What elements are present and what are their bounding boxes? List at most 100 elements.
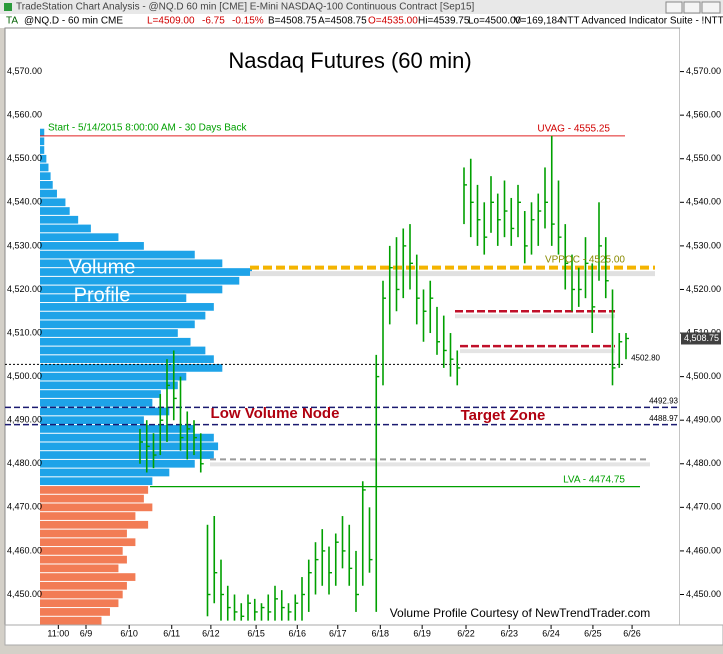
profile-bar (40, 538, 136, 547)
profile-bar (40, 250, 195, 259)
x-tick-label: 6/16 (289, 628, 307, 638)
profile-bar (40, 451, 214, 459)
level-label: UVAG - 4555.25 (537, 123, 610, 134)
x-tick-label: 11:00 (47, 628, 69, 638)
window-title: TradeStation Chart Analysis - @NQ.D 60 m… (16, 2, 475, 13)
y-tick-label: 4,460.00 (686, 545, 721, 555)
profile-bar (40, 581, 127, 590)
profile-bar (40, 137, 45, 146)
close-button[interactable] (701, 1, 721, 14)
profile-bar (40, 616, 102, 625)
profile-bar (40, 311, 206, 320)
level-label: 4488.97 (649, 414, 678, 423)
profile-bar (40, 303, 214, 311)
profile-bar (40, 172, 51, 181)
app-icon (4, 3, 12, 11)
profile-bar (40, 320, 195, 329)
y-tick-label: 4,530.00 (686, 240, 721, 250)
profile-bar (40, 468, 170, 477)
profile-bar (40, 364, 223, 372)
profile-bar (40, 573, 136, 581)
profile-bar (40, 329, 178, 337)
annotation: Start - 5/14/2015 8:00:00 AM - 30 Days B… (48, 123, 247, 134)
maximize-button[interactable] (683, 1, 701, 14)
y-tick-label-left: 4,490.00 (7, 415, 42, 425)
x-tick-label: 6/25 (584, 628, 602, 638)
profile-bar (40, 520, 149, 529)
profile-bar (40, 486, 149, 494)
level-label: VPPOC - 4525.00 (545, 254, 625, 265)
y-tick-label-left: 4,470.00 (7, 502, 42, 512)
level-label: 4502.80 (631, 354, 660, 363)
x-tick-label: 6/12 (202, 628, 220, 638)
profile-bar (40, 355, 214, 364)
title-bar (0, 0, 723, 14)
overlay-layer: 4,450.00 4,450.00 4,460.00 4,460.00 4,470.00… (7, 48, 721, 639)
profile-bar (40, 154, 47, 163)
profile-bar (40, 398, 153, 407)
profile-bar (40, 608, 110, 616)
info-item: Lo=4500.00 (468, 16, 522, 27)
profile-bar (40, 425, 195, 433)
info-item: B=4508.75 (268, 16, 317, 27)
profile-label: Profile (74, 284, 131, 306)
profile-bar (40, 555, 127, 564)
profile-bar (40, 128, 45, 137)
profile-bar (40, 242, 144, 250)
x-tick-label: 6/24 (542, 628, 560, 638)
profile-bar (40, 433, 214, 442)
profile-bar (40, 207, 70, 215)
info-item: -0.15% (232, 16, 264, 27)
y-tick-label: 4,570.00 (686, 66, 721, 76)
window-controls[interactable] (665, 1, 721, 14)
y-tick-label-left: 4,480.00 (7, 458, 42, 468)
y-tick-label: 4,540.00 (686, 197, 721, 207)
right-axis-area (680, 28, 723, 625)
profile-bar (40, 233, 119, 242)
profile-bar (40, 547, 123, 555)
y-tick-label: 4,560.00 (686, 110, 721, 120)
info-item: Hi=4539.75 (418, 16, 470, 27)
y-tick-label-left: 4,500.00 (7, 371, 42, 381)
x-tick-label: 6/22 (457, 628, 475, 638)
profile-bar (40, 198, 66, 207)
plot-layer (5, 128, 680, 625)
y-tick-label-left: 4,460.00 (7, 545, 42, 555)
profile-bar (40, 181, 53, 189)
x-axis-area (4, 624, 723, 646)
profile-bar (40, 477, 153, 486)
info-item: TA (6, 16, 18, 27)
y-tick-label-left: 4,530.00 (7, 240, 42, 250)
info-item: A=4508.75 (318, 16, 367, 27)
y-tick-label: 4,500.00 (686, 371, 721, 381)
minimize-button[interactable] (665, 1, 683, 14)
profile-bar (40, 372, 187, 381)
profile-bar (40, 407, 170, 416)
annotation: Target Zone (461, 407, 546, 424)
profile-bar (40, 494, 144, 503)
level-label: 4492.93 (649, 397, 678, 406)
profile-bar (40, 416, 144, 425)
profile-bar (40, 564, 119, 573)
profile-bar (40, 189, 57, 198)
y-tick-label: 4,480.00 (686, 458, 721, 468)
profile-bar (40, 442, 219, 451)
profile-bar (40, 599, 119, 608)
profile-bar (40, 390, 161, 398)
profile-bar (40, 590, 123, 599)
profile-bar (40, 381, 178, 390)
info-item: @NQ.D - 60 min CME (24, 16, 123, 27)
y-tick-label-left: 4,510.00 (7, 327, 42, 337)
x-tick-label: 6/17 (329, 628, 347, 638)
level-label: LVA - 4474.75 (563, 474, 625, 485)
x-tick-label: 6/19 (413, 628, 431, 638)
x-tick-label: 6/18 (372, 628, 390, 638)
y-tick-label-left: 4,520.00 (7, 284, 42, 294)
info-bar (0, 14, 723, 28)
y-tick-label: 4,550.00 (686, 153, 721, 163)
chart-title: Nasdaq Futures (60 min) (228, 48, 471, 73)
x-tick-label: 6/15 (247, 628, 265, 638)
info-item: V=169,184 (514, 16, 563, 27)
x-tick-label: 6/26 (623, 628, 641, 638)
